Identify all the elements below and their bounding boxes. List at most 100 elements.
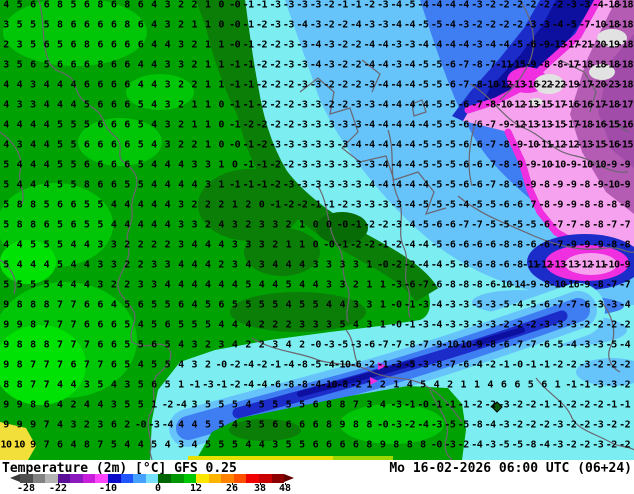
temp-value: -9: [430, 339, 443, 351]
temp-value: -2: [350, 379, 362, 391]
temp-value: 4: [379, 399, 386, 411]
temp-value: 8: [366, 419, 372, 431]
temp-value: 5: [151, 359, 157, 371]
temp-value: -1: [578, 379, 591, 391]
temp-value: 4: [164, 279, 171, 291]
temp-value: -2: [363, 239, 376, 251]
temp-value: 5: [164, 299, 171, 311]
temp-value: -5: [471, 299, 483, 311]
region-brightestgreen-1: [0, 325, 86, 405]
temp-value: 5: [30, 239, 36, 251]
temp-value: -12: [495, 79, 512, 91]
scale-tickmark: [285, 483, 286, 485]
temp-value: -3: [336, 179, 349, 191]
temp-value: -17: [576, 79, 593, 91]
temp-value: 8: [16, 359, 23, 371]
temp-value: -3: [551, 319, 564, 331]
temp-value: -7: [525, 339, 537, 351]
temp-value: 4: [204, 279, 211, 291]
valid-time-label: Mo 16-02-2026 06:00 UTC (06+24): [389, 461, 632, 476]
temp-value: -17: [562, 59, 580, 71]
temp-value: -4: [403, 99, 416, 111]
coastline-island-2: [411, 99, 427, 117]
temp-value: 4: [231, 279, 238, 291]
temp-value: -3: [323, 119, 335, 131]
scale-segment: [183, 474, 197, 483]
temp-value: 5: [137, 119, 144, 131]
temp-value: -1: [336, 0, 349, 11]
temp-value: 6: [110, 19, 117, 31]
temp-value: 5: [83, 119, 90, 131]
temp-value: 6: [164, 319, 171, 331]
temp-value: -16: [616, 119, 633, 131]
temp-value: -8: [282, 379, 295, 391]
temp-value: -2: [605, 439, 618, 451]
temp-value: -2: [242, 119, 255, 131]
scale-segment: [45, 474, 58, 483]
temp-value: -6: [444, 79, 456, 91]
temp-value: 5: [16, 19, 23, 31]
temp-value: 5: [70, 159, 77, 171]
temp-value: 4: [124, 199, 130, 211]
temp-value: 4: [352, 319, 359, 331]
temp-value: -8: [403, 339, 416, 351]
temp-value: -4: [430, 0, 443, 11]
temp-value: 4: [164, 39, 171, 51]
temp-value: 5: [191, 319, 198, 331]
temperature-values-layer: 4 5 6 6 8 5 6 8 6 8 6 4 3 2 2 1 0 -0 -1 -1 -3 -3 -3 -3 -2 -1 -1 -2-…: [0, 0, 633, 451]
temp-value: -3: [323, 159, 335, 171]
temp-value: -3: [578, 0, 591, 11]
temp-value: 4: [191, 259, 198, 271]
temp-value: -4: [403, 219, 416, 231]
temp-value: 5: [30, 279, 36, 291]
temp-value: -5: [430, 19, 443, 31]
temp-value: -0: [309, 339, 322, 351]
temp-value: 3: [366, 399, 372, 411]
temp-value: -2: [605, 419, 618, 431]
temp-value: -16: [562, 279, 580, 291]
temp-value: 3: [16, 39, 23, 51]
temp-value: 4: [30, 139, 36, 151]
temp-value: -2: [605, 319, 618, 331]
temp-value: 8: [420, 439, 426, 451]
temp-value: 6: [83, 19, 90, 31]
temp-value: -8: [484, 99, 497, 111]
region-brightgreen-1: [3, 0, 147, 66]
temp-value: 3: [97, 259, 103, 271]
temp-value: -3: [148, 419, 160, 431]
temp-value: 9: [3, 399, 9, 411]
temp-value: -3: [390, 39, 403, 51]
temp-value: -1: [242, 179, 255, 191]
temp-value: -2: [282, 159, 295, 171]
temp-value: -5: [403, 359, 416, 371]
temp-value: 8: [352, 419, 359, 431]
temp-value: -6: [457, 179, 470, 191]
temp-value: 4: [191, 279, 198, 291]
temp-value: 2: [178, 139, 184, 151]
temp-value: 2: [245, 199, 251, 211]
temp-value: 7: [57, 339, 63, 351]
temp-value: -19: [562, 79, 580, 91]
temp-value: 8: [16, 199, 23, 211]
temp-value: -2: [323, 79, 335, 91]
temp-value: 6: [97, 39, 103, 51]
temp-value: -4: [403, 199, 416, 211]
temp-value: 5: [97, 219, 103, 231]
temp-value: -4: [377, 159, 389, 171]
temp-value: 5: [124, 359, 130, 371]
temp-value: -5: [430, 139, 443, 151]
temp-value: -2: [323, 0, 335, 11]
scale-tick-label: 0: [154, 483, 162, 494]
temp-value: -6: [363, 339, 376, 351]
temp-value: -4: [377, 119, 389, 131]
border-northeast-1: [559, 59, 597, 113]
temp-value: 6: [285, 419, 292, 431]
temp-value: -7: [565, 299, 577, 311]
temp-value: 4: [299, 279, 305, 291]
temp-value: 4: [231, 419, 238, 431]
scale-tick-label: 48: [278, 483, 292, 494]
temp-value: 4: [285, 339, 292, 351]
temp-value: -4: [350, 139, 362, 151]
temp-value: 4: [83, 239, 90, 251]
temp-value: -1: [430, 399, 443, 411]
